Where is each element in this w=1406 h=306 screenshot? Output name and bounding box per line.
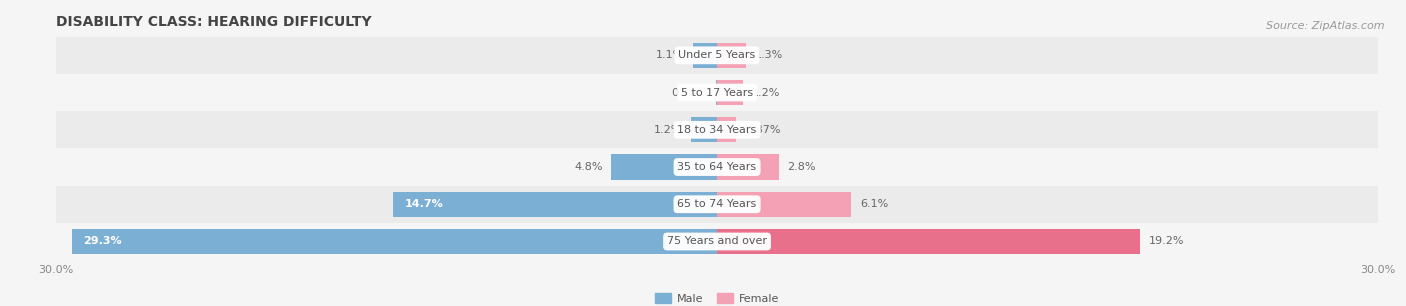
Bar <box>717 154 779 180</box>
Bar <box>72 229 717 254</box>
Bar <box>717 43 745 68</box>
Text: 18 to 34 Years: 18 to 34 Years <box>678 125 756 135</box>
Bar <box>56 186 1378 223</box>
Text: 35 to 64 Years: 35 to 64 Years <box>678 162 756 172</box>
Text: 1.2%: 1.2% <box>752 88 780 98</box>
Text: 19.2%: 19.2% <box>1149 237 1184 247</box>
Text: DISABILITY CLASS: HEARING DIFFICULTY: DISABILITY CLASS: HEARING DIFFICULTY <box>56 15 371 28</box>
Text: 75 Years and over: 75 Years and over <box>666 237 768 247</box>
Bar <box>717 229 1140 254</box>
Text: 29.3%: 29.3% <box>83 237 121 247</box>
Text: 1.2%: 1.2% <box>654 125 682 135</box>
Text: 0.87%: 0.87% <box>745 125 780 135</box>
Bar <box>717 117 737 143</box>
Text: Under 5 Years: Under 5 Years <box>679 50 755 60</box>
Text: 1.3%: 1.3% <box>755 50 783 60</box>
Text: Source: ZipAtlas.com: Source: ZipAtlas.com <box>1267 21 1385 32</box>
Bar <box>690 117 717 143</box>
Text: 0.06%: 0.06% <box>672 88 707 98</box>
Bar <box>717 80 744 105</box>
Legend: Male, Female: Male, Female <box>655 293 779 304</box>
Text: 6.1%: 6.1% <box>860 199 889 209</box>
Text: 1.1%: 1.1% <box>655 50 685 60</box>
Bar <box>56 148 1378 186</box>
Text: 65 to 74 Years: 65 to 74 Years <box>678 199 756 209</box>
Text: 4.8%: 4.8% <box>574 162 603 172</box>
Bar <box>56 37 1378 74</box>
Text: 2.8%: 2.8% <box>787 162 815 172</box>
Bar <box>693 43 717 68</box>
Bar <box>56 223 1378 260</box>
Bar <box>717 192 852 217</box>
Bar <box>394 192 717 217</box>
Bar <box>612 154 717 180</box>
Bar <box>56 111 1378 148</box>
Bar <box>56 74 1378 111</box>
Text: 5 to 17 Years: 5 to 17 Years <box>681 88 754 98</box>
Text: 14.7%: 14.7% <box>405 199 443 209</box>
